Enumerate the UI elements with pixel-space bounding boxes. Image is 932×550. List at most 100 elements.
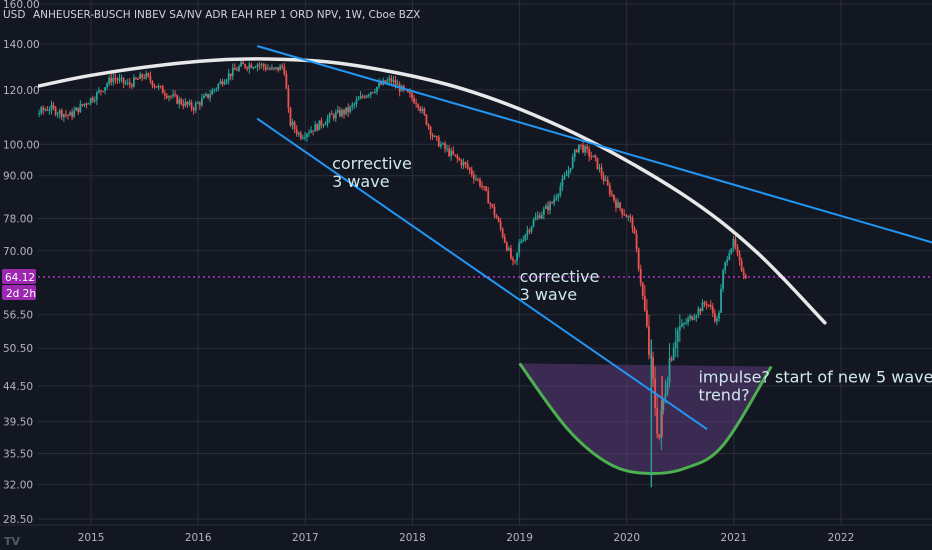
x-tick-label: 2021 bbox=[720, 532, 747, 544]
candle-body bbox=[213, 89, 216, 91]
candle-body bbox=[462, 162, 465, 166]
candle-body bbox=[567, 170, 570, 175]
y-tick-label: 32.00 bbox=[3, 479, 33, 491]
candle-body bbox=[668, 358, 671, 383]
candle-body bbox=[510, 248, 512, 259]
candle-body bbox=[678, 326, 681, 331]
candle-body bbox=[705, 304, 708, 306]
candle-body bbox=[291, 122, 294, 126]
candle-body bbox=[437, 137, 440, 147]
candle-body bbox=[604, 179, 607, 181]
candle-body bbox=[555, 197, 558, 200]
candle-body bbox=[365, 95, 368, 98]
candle-body bbox=[54, 107, 57, 115]
candle-body bbox=[110, 77, 113, 83]
candle-body bbox=[697, 308, 700, 316]
candle-body bbox=[159, 85, 162, 87]
candle-body bbox=[168, 96, 170, 98]
candle-body bbox=[145, 73, 148, 78]
x-tick-label: 2016 bbox=[185, 532, 212, 544]
candle-body bbox=[328, 113, 331, 119]
candle-body bbox=[720, 288, 722, 313]
candle-body bbox=[221, 81, 224, 85]
candle-body bbox=[330, 113, 333, 115]
candle-body bbox=[268, 68, 271, 70]
candle-body bbox=[540, 214, 543, 219]
candle-body bbox=[662, 398, 665, 410]
candle-body bbox=[643, 295, 646, 311]
candle-body bbox=[324, 123, 327, 125]
candle-body bbox=[50, 105, 53, 111]
candle-body bbox=[151, 81, 154, 86]
candle-body bbox=[514, 260, 516, 262]
annotation-line: trend? bbox=[698, 386, 749, 405]
candle-body bbox=[83, 103, 86, 106]
candle-body bbox=[297, 133, 300, 135]
candle-body bbox=[433, 136, 436, 138]
candle-body bbox=[427, 124, 430, 127]
candle-body bbox=[182, 104, 185, 107]
y-tick-label: 78.00 bbox=[3, 213, 33, 225]
candle-body bbox=[631, 217, 634, 229]
candle-body bbox=[258, 64, 261, 66]
candle-body bbox=[409, 92, 411, 94]
candle-body bbox=[526, 230, 529, 235]
candle-body bbox=[359, 96, 362, 99]
candle-body bbox=[147, 73, 150, 76]
candle-body bbox=[341, 110, 343, 116]
candle-body bbox=[172, 94, 174, 97]
candle-body bbox=[211, 90, 214, 95]
candle-body bbox=[450, 150, 453, 156]
candle-body bbox=[227, 73, 230, 80]
candle-body bbox=[534, 217, 537, 221]
candle-body bbox=[635, 233, 638, 249]
candle-body bbox=[122, 77, 125, 84]
candle-body bbox=[501, 228, 504, 237]
candle-body bbox=[155, 86, 158, 88]
candle-body bbox=[186, 101, 189, 105]
candle-body bbox=[102, 91, 104, 93]
candle-body bbox=[606, 179, 609, 186]
x-tick-label: 2018 bbox=[399, 532, 426, 544]
candle-body bbox=[460, 160, 463, 166]
candle-body bbox=[143, 77, 146, 79]
chart-title: ANHEUSER-BUSCH INBEV SA/NV ADR EAH REP 1… bbox=[33, 9, 420, 21]
annotation-line: impulse? start of new 5 wave bbox=[698, 368, 932, 387]
candle-body bbox=[468, 167, 471, 170]
candle-body bbox=[104, 87, 106, 92]
candle-body bbox=[563, 176, 566, 179]
candle-body bbox=[380, 82, 383, 85]
candle-body bbox=[223, 82, 226, 85]
candle-body bbox=[623, 213, 626, 216]
candle-body bbox=[281, 65, 284, 67]
candle-body bbox=[355, 100, 358, 104]
candle-body bbox=[124, 83, 127, 85]
candle-body bbox=[528, 230, 531, 232]
candle-body bbox=[48, 110, 51, 112]
candle-body bbox=[602, 175, 605, 181]
candle-body bbox=[481, 185, 483, 187]
candle-body bbox=[108, 77, 111, 84]
candle-body bbox=[85, 103, 88, 105]
candle-body bbox=[215, 88, 218, 90]
candle-body bbox=[505, 242, 508, 251]
candle-body bbox=[392, 80, 395, 82]
candle-body bbox=[722, 270, 725, 289]
candle-body bbox=[219, 81, 222, 85]
y-tick-label: 140.00 bbox=[3, 39, 40, 51]
candle-body bbox=[188, 102, 191, 105]
candle-body bbox=[594, 155, 597, 158]
candle-body bbox=[734, 238, 737, 247]
candle-body bbox=[693, 317, 696, 320]
candle-body bbox=[301, 137, 304, 139]
candle-body bbox=[485, 186, 488, 191]
candle-body bbox=[456, 155, 459, 159]
x-tick-label: 2017 bbox=[292, 532, 319, 544]
candle-body bbox=[248, 64, 251, 69]
annotation-line: 3 wave bbox=[520, 285, 577, 304]
candle-body bbox=[575, 149, 578, 153]
trendline bbox=[256, 117, 708, 431]
candle-body bbox=[489, 203, 492, 205]
